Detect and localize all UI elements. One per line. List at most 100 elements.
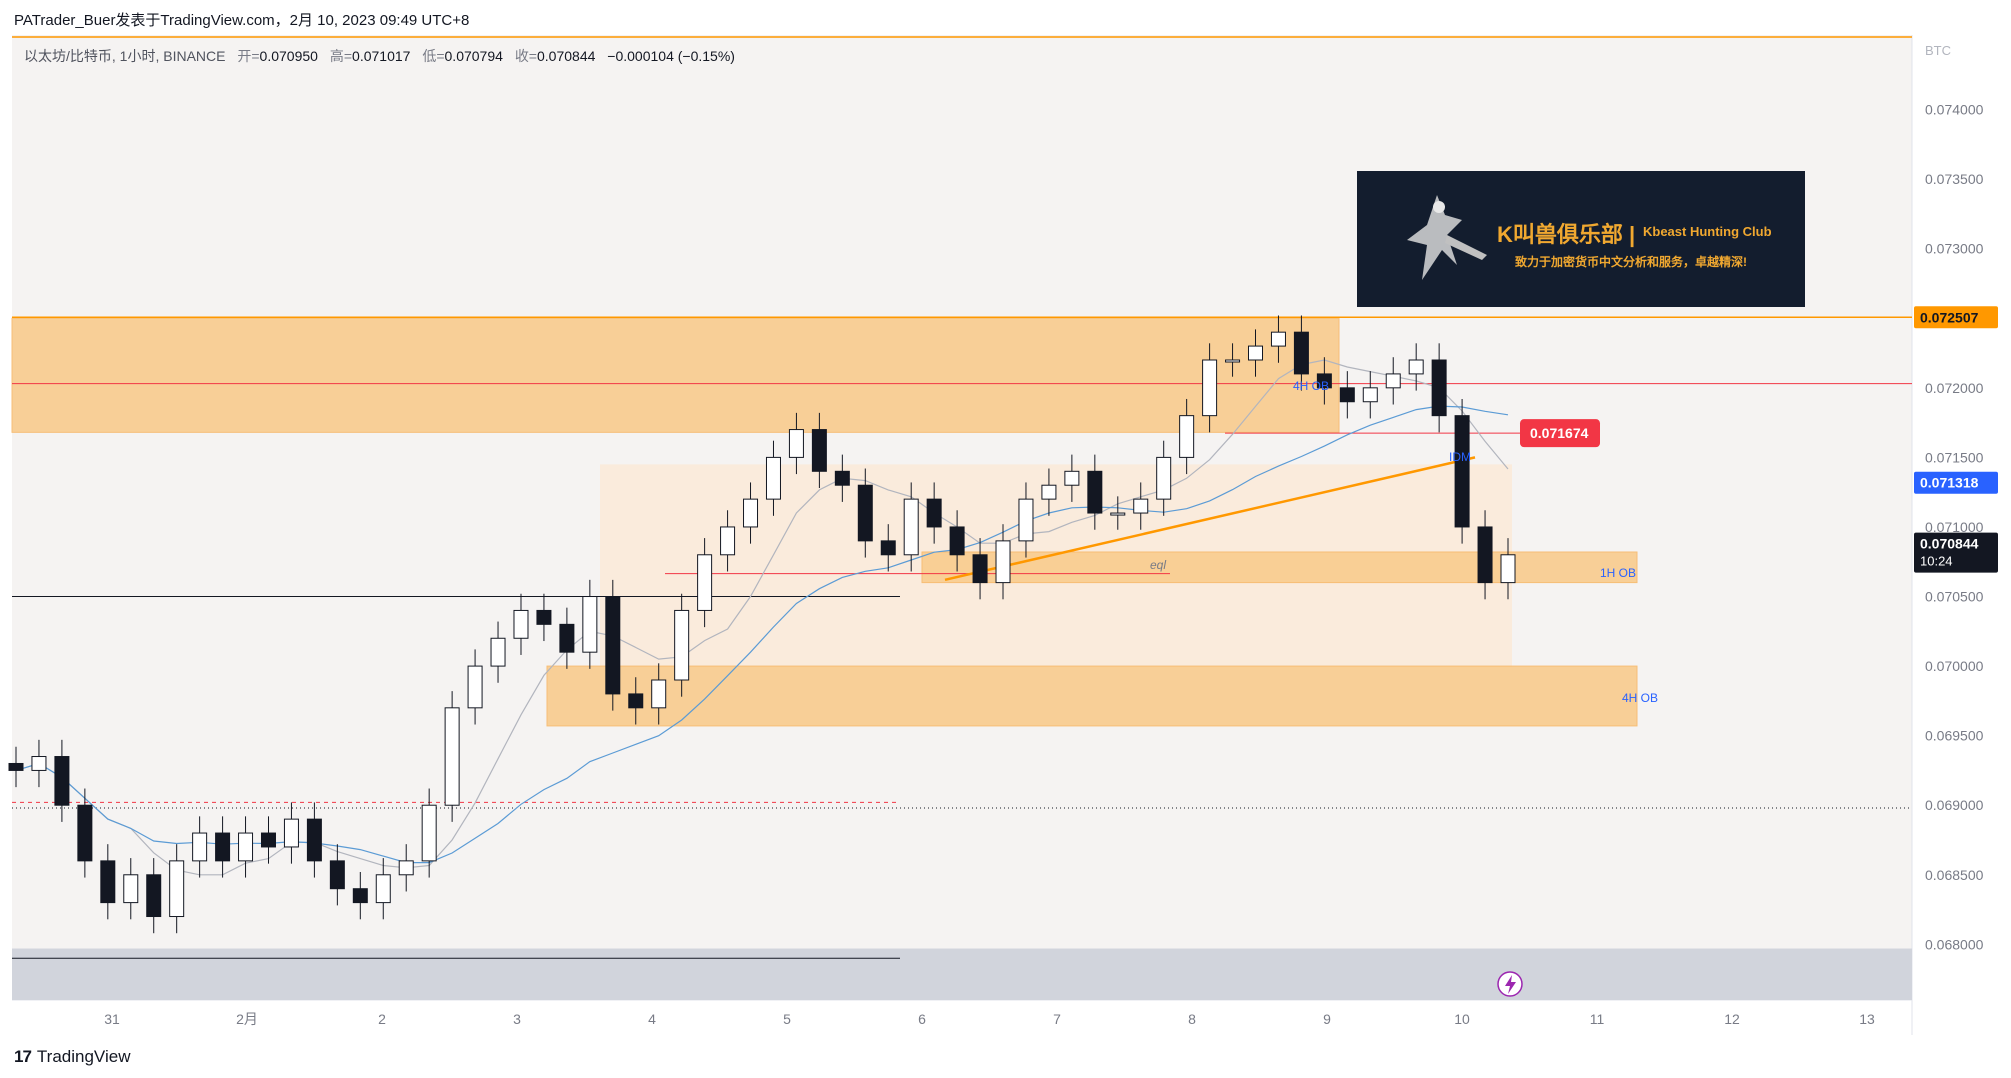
ma-price-label: 0.071318 — [1914, 471, 1998, 494]
candle[interactable] — [375, 858, 391, 920]
candle[interactable] — [1408, 343, 1424, 391]
candle[interactable] — [8, 746, 24, 788]
annotation-label[interactable]: eql — [1150, 558, 1166, 572]
candle[interactable] — [1362, 371, 1378, 419]
candle[interactable] — [1454, 398, 1470, 544]
candle[interactable] — [995, 524, 1011, 600]
y-tick-label: 0.071000 — [1925, 519, 1984, 535]
annotation-label[interactable]: 4H OB — [1622, 691, 1658, 705]
candle[interactable] — [100, 844, 116, 920]
candle[interactable] — [605, 579, 621, 711]
order-block-zone-3[interactable] — [546, 665, 1638, 727]
tradingview-logo-icon: 17 — [14, 1047, 32, 1066]
gray-moving-average[interactable] — [15, 359, 1509, 876]
candle[interactable] — [444, 691, 460, 822]
candle[interactable] — [720, 510, 736, 572]
candle[interactable] — [1225, 343, 1241, 377]
candle[interactable] — [238, 816, 254, 878]
annotation-label[interactable]: 1H OB — [1600, 566, 1636, 580]
candle[interactable] — [306, 802, 322, 878]
candle[interactable] — [54, 739, 70, 822]
candle[interactable] — [559, 607, 575, 669]
candle[interactable] — [903, 482, 919, 572]
order-block-zone-1[interactable] — [11, 317, 1340, 433]
candle[interactable] — [949, 510, 965, 572]
candle[interactable] — [536, 593, 552, 642]
candle[interactable] — [674, 593, 690, 697]
candle[interactable] — [467, 649, 483, 725]
symbol-label[interactable]: 以太坊/比特币, 1小时, BINANCE — [24, 48, 226, 64]
candle[interactable] — [421, 788, 437, 878]
candle[interactable] — [1316, 357, 1332, 405]
candle[interactable] — [880, 524, 896, 572]
candle[interactable] — [811, 412, 827, 488]
candle[interactable] — [834, 454, 850, 502]
candle[interactable] — [513, 593, 529, 655]
candle[interactable] — [628, 677, 644, 725]
candle[interactable] — [697, 538, 713, 628]
candle[interactable] — [1110, 496, 1126, 530]
candle[interactable] — [926, 482, 942, 544]
candle[interactable] — [582, 579, 598, 669]
candle[interactable] — [169, 844, 185, 934]
candle[interactable] — [1339, 371, 1355, 419]
x-tick-label: 13 — [1859, 1011, 1875, 1027]
order-block-zone-2[interactable] — [921, 551, 1638, 584]
candle[interactable] — [77, 788, 93, 878]
y-tick-label: 0.069500 — [1925, 728, 1984, 744]
y-tick-label: 0.069000 — [1925, 797, 1984, 813]
candle[interactable] — [1202, 343, 1218, 433]
low-label: 低= — [422, 48, 445, 64]
candle[interactable] — [765, 440, 781, 516]
close-value: 0.070844 — [537, 48, 596, 64]
candle[interactable] — [31, 739, 47, 788]
candle[interactable] — [1064, 454, 1080, 502]
candle[interactable] — [1179, 398, 1195, 475]
y-tick-label: 0.070000 — [1925, 658, 1984, 674]
candle[interactable] — [283, 802, 299, 864]
y-tick-label: 0.073500 — [1925, 171, 1984, 187]
annotation-label[interactable]: IDM — [1449, 450, 1471, 464]
candle[interactable] — [192, 816, 208, 878]
candle[interactable] — [788, 412, 804, 475]
candle[interactable] — [743, 482, 759, 544]
candle[interactable] — [1156, 440, 1172, 516]
candle[interactable] — [329, 844, 345, 906]
y-tick-label: 0.068000 — [1925, 936, 1984, 952]
annotation-label[interactable]: 4H OB — [1293, 379, 1329, 393]
last-price-label: 0.070844 10:24 — [1914, 532, 1998, 573]
x-tick-label: 7 — [1053, 1011, 1061, 1027]
candle[interactable] — [260, 816, 276, 864]
idm-price-label: 0.071674 — [1520, 419, 1600, 448]
svg-text:0.071674: 0.071674 — [1530, 425, 1589, 441]
candle[interactable] — [651, 663, 667, 725]
candle[interactable] — [123, 858, 139, 920]
tradingview-brand: TradingView — [36, 1047, 131, 1066]
candle[interactable] — [1087, 454, 1103, 530]
candle[interactable] — [1500, 538, 1516, 600]
candle[interactable] — [352, 872, 368, 920]
candle[interactable] — [972, 538, 988, 600]
candle[interactable] — [1018, 482, 1034, 558]
flash-icon[interactable] — [1497, 971, 1523, 997]
candle[interactable] — [215, 816, 231, 878]
y-tick-label: 0.072000 — [1925, 380, 1984, 396]
candle[interactable] — [1477, 510, 1493, 600]
candle[interactable] — [1248, 329, 1264, 377]
footer-brand[interactable]: 17 TradingView — [14, 1047, 130, 1067]
candle[interactable] — [398, 844, 414, 892]
candle[interactable] — [146, 858, 162, 934]
candle[interactable] — [1385, 357, 1401, 405]
candle[interactable] — [857, 468, 873, 558]
banner-title: K叫兽俱乐部 | — [1497, 222, 1636, 247]
x-tick-label: 12 — [1724, 1011, 1740, 1027]
orange-trendline[interactable] — [944, 456, 1476, 582]
resistance-price-label: 0.072507 — [1914, 306, 1998, 329]
candle[interactable] — [1431, 343, 1447, 433]
candle[interactable] — [490, 621, 506, 683]
candle[interactable] — [1041, 468, 1057, 516]
candle[interactable] — [1133, 482, 1149, 530]
candle[interactable] — [1293, 315, 1309, 391]
candle[interactable] — [1270, 315, 1286, 363]
